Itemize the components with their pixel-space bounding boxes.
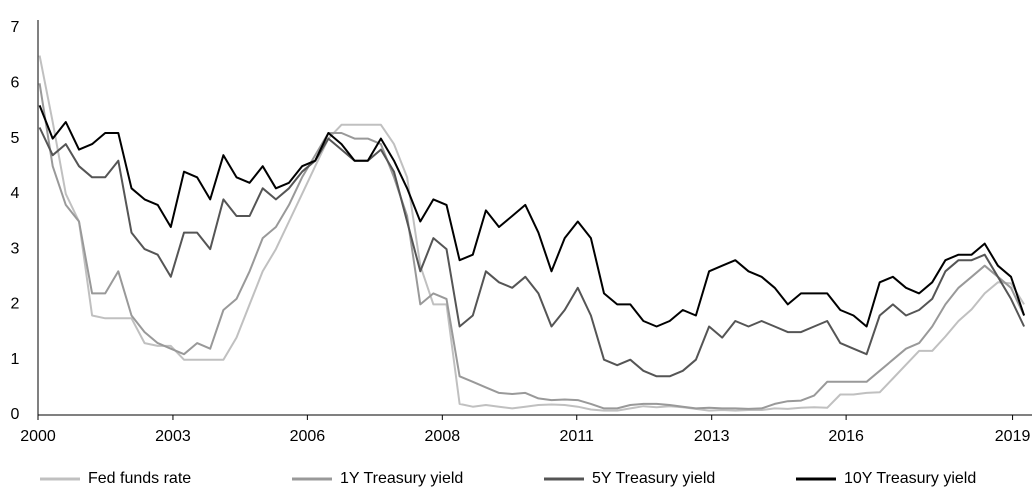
x-tick-label: 2011 xyxy=(560,428,595,445)
y-tick-label: 6 xyxy=(11,75,20,92)
legend-label: 10Y Treasury yield xyxy=(844,470,976,487)
x-tick-label: 2003 xyxy=(155,428,191,445)
line-series xyxy=(38,105,1026,328)
legend-label: 5Y Treasury yield xyxy=(592,470,715,487)
legend-label: Fed funds rate xyxy=(88,470,191,487)
line-series xyxy=(38,55,1025,412)
y-tick-label: 5 xyxy=(11,130,20,147)
y-tick-label: 1 xyxy=(11,351,20,368)
x-tick-label: 2019 xyxy=(995,428,1031,445)
line-series xyxy=(38,83,1026,410)
x-tick-label: 2006 xyxy=(290,428,326,445)
x-tick-label: 2016 xyxy=(828,428,864,445)
y-tick-label: 0 xyxy=(11,406,20,423)
y-tick-label: 3 xyxy=(11,240,20,257)
x-tick-label: 2013 xyxy=(694,428,730,445)
y-tick-label: 4 xyxy=(11,185,20,202)
legend-label: 1Y Treasury yield xyxy=(340,470,463,487)
y-tick-label: 7 xyxy=(11,19,20,36)
line-series xyxy=(38,127,1026,378)
x-tick-label: 2000 xyxy=(20,428,56,445)
x-tick-label: 2008 xyxy=(425,428,461,445)
y-tick-label: 2 xyxy=(11,296,20,313)
